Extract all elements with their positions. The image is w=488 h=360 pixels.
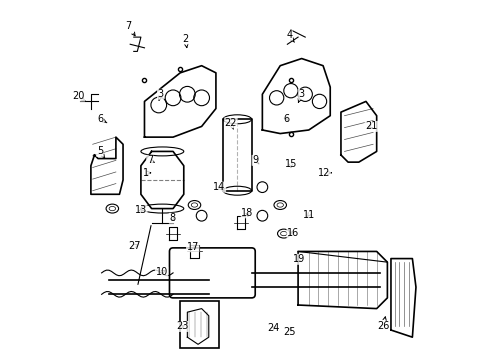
Bar <box>180 301 219 348</box>
Text: 1: 1 <box>143 168 150 178</box>
Text: 25: 25 <box>283 327 296 337</box>
Text: 14: 14 <box>213 182 225 192</box>
Text: 7: 7 <box>125 21 135 36</box>
Text: 7: 7 <box>146 156 154 165</box>
Text: 23: 23 <box>176 321 188 332</box>
Text: 18: 18 <box>241 208 253 218</box>
Text: 10: 10 <box>155 267 167 277</box>
Text: 15: 15 <box>284 159 297 169</box>
Text: 27: 27 <box>128 241 141 251</box>
Text: 22: 22 <box>224 118 237 129</box>
Text: 13: 13 <box>135 205 147 215</box>
Text: 9: 9 <box>252 156 258 165</box>
Text: 12: 12 <box>317 168 330 178</box>
Text: 4: 4 <box>285 30 294 42</box>
Text: 21: 21 <box>365 121 377 131</box>
Text: 20: 20 <box>72 91 85 101</box>
Text: 2: 2 <box>182 34 188 48</box>
Text: 6: 6 <box>283 113 289 123</box>
FancyBboxPatch shape <box>169 248 255 298</box>
Text: 17: 17 <box>186 242 199 252</box>
Text: 8: 8 <box>169 213 175 223</box>
Text: 3: 3 <box>157 89 163 100</box>
Text: 16: 16 <box>286 228 299 238</box>
Text: 6: 6 <box>98 114 106 124</box>
Text: 11: 11 <box>302 210 314 220</box>
Text: 26: 26 <box>376 317 388 332</box>
Text: 5: 5 <box>97 147 105 158</box>
Text: 3: 3 <box>298 89 304 103</box>
Text: 19: 19 <box>292 254 305 264</box>
Text: 24: 24 <box>266 323 279 333</box>
